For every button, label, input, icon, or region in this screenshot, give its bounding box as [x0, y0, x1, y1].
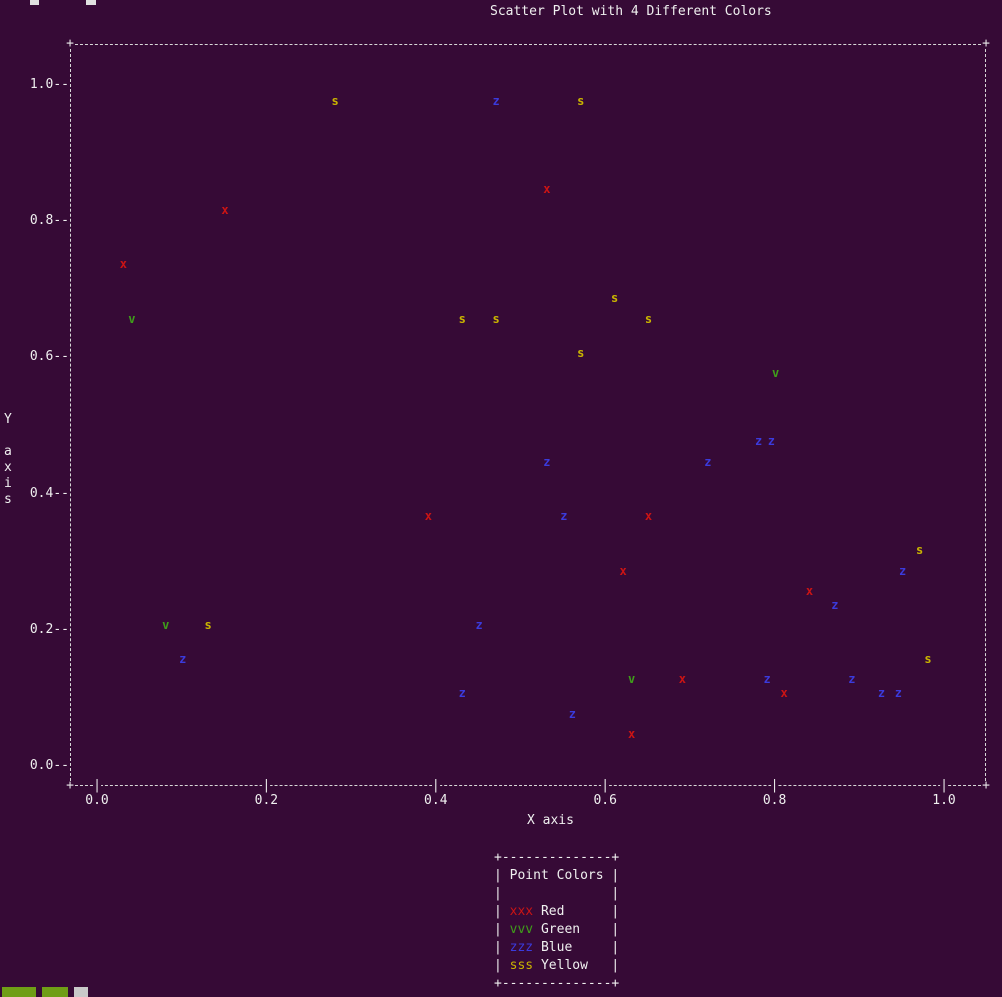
point-blue: z — [492, 93, 500, 108]
frame-corner-glyph: + — [982, 36, 990, 51]
legend-box: +--------------+ | Point Colors | | | | xxx… — [494, 849, 619, 993]
point-blue: z — [767, 434, 775, 449]
point-yellow: s — [331, 93, 339, 108]
point-yellow: s — [611, 291, 619, 306]
point-red: x — [780, 686, 788, 701]
screen-artifact — [86, 0, 96, 5]
x-tick-label: 0.8 — [762, 793, 787, 808]
frame-corner-glyph: + — [66, 778, 74, 793]
point-red: x — [119, 257, 128, 272]
legend-marker-red: xxx — [509, 904, 534, 919]
legend-spacer: | | — [494, 886, 620, 901]
x-tick-mark: | — [770, 778, 779, 793]
x-tick-label: 1.0 — [932, 793, 956, 808]
legend-entry: | sss Yellow | — [494, 957, 619, 975]
x-tick-label: 0.0 — [85, 793, 109, 808]
legend-entry: | xxx Red | — [494, 903, 619, 921]
point-blue: z — [704, 454, 712, 469]
y-tick-label: 0.4-- — [29, 485, 69, 501]
screen-artifact — [74, 987, 88, 997]
point-yellow: s — [915, 543, 924, 558]
y-axis-label: Y a x i s — [4, 412, 12, 507]
point-yellow: s — [458, 311, 466, 326]
point-yellow: s — [577, 345, 585, 360]
point-blue: z — [543, 454, 551, 469]
point-blue: z — [568, 706, 576, 721]
point-red: x — [619, 563, 627, 578]
point-blue: z — [848, 672, 856, 687]
legend-edge: | — [494, 922, 510, 937]
screen-artifact — [42, 987, 68, 997]
point-yellow: s — [204, 617, 212, 632]
x-axis-label: X axis — [527, 813, 574, 828]
point-green: v — [627, 672, 636, 687]
legend-border: +--------------+ — [494, 850, 620, 865]
legend-label: Yellow | — [533, 958, 620, 973]
point-blue: z — [877, 686, 886, 701]
point-red: x — [627, 726, 636, 741]
point-blue: z — [475, 617, 483, 632]
point-red: x — [805, 583, 814, 598]
point-blue: z — [179, 652, 187, 667]
point-red: x — [221, 202, 229, 217]
legend-edge: | — [494, 958, 510, 973]
point-yellow: s — [644, 311, 653, 326]
point-green: v — [128, 311, 136, 326]
legend-marker-yellow: sss — [509, 958, 534, 973]
x-tick-mark: | — [262, 778, 271, 793]
point-green: v — [162, 617, 170, 632]
y-tick-label: 0.6-- — [29, 349, 69, 365]
legend-edge: | — [494, 904, 510, 919]
point-red: x — [644, 509, 653, 524]
frame-corner-glyph: + — [66, 36, 74, 51]
point-yellow: s — [924, 652, 932, 667]
point-yellow: s — [492, 311, 500, 326]
x-tick-label: 0.4 — [424, 793, 448, 808]
point-blue: z — [560, 509, 568, 524]
point-blue: z — [894, 686, 903, 701]
point-blue: z — [899, 563, 907, 578]
legend-label: Red | — [533, 904, 620, 919]
legend-marker-green: vvv — [509, 922, 534, 937]
legend-border: +--------------+ — [494, 976, 620, 991]
point-blue: z — [831, 597, 839, 612]
point-green: v — [771, 366, 780, 381]
point-blue: z — [458, 686, 466, 701]
point-red: x — [543, 182, 551, 197]
point-blue: z — [763, 672, 771, 687]
legend-label: Blue | — [533, 940, 620, 955]
legend-entry: | zzz Blue | — [494, 939, 619, 957]
x-tick-mark: | — [940, 778, 948, 793]
point-yellow: s — [577, 93, 585, 108]
point-blue: z — [755, 434, 763, 449]
x-tick-mark: | — [601, 778, 610, 793]
screen-artifact — [2, 987, 36, 997]
legend-entry: | vvv Green | — [494, 921, 619, 939]
x-tick-mark: | — [93, 778, 101, 793]
y-tick-label: 0.8-- — [29, 213, 69, 229]
legend-marker-blue: zzz — [509, 940, 534, 955]
point-red: x — [424, 509, 432, 524]
y-tick-label: 1.0-- — [29, 77, 69, 92]
legend-label: Green | — [533, 922, 620, 937]
x-tick-label: 0.2 — [254, 793, 279, 808]
point-red: x — [678, 672, 687, 687]
legend-title: | Point Colors | — [494, 868, 620, 883]
x-tick-mark: | — [431, 778, 440, 793]
frame-corner-glyph: + — [982, 778, 990, 793]
x-tick-label: 0.6 — [593, 793, 617, 808]
y-tick-label: 0.2-- — [29, 621, 69, 637]
screen-artifact — [30, 0, 39, 5]
legend-edge: | — [494, 940, 510, 955]
chart-title: Scatter Plot with 4 Different Colors — [490, 4, 772, 19]
y-tick-label: 0.0-- — [29, 758, 69, 773]
